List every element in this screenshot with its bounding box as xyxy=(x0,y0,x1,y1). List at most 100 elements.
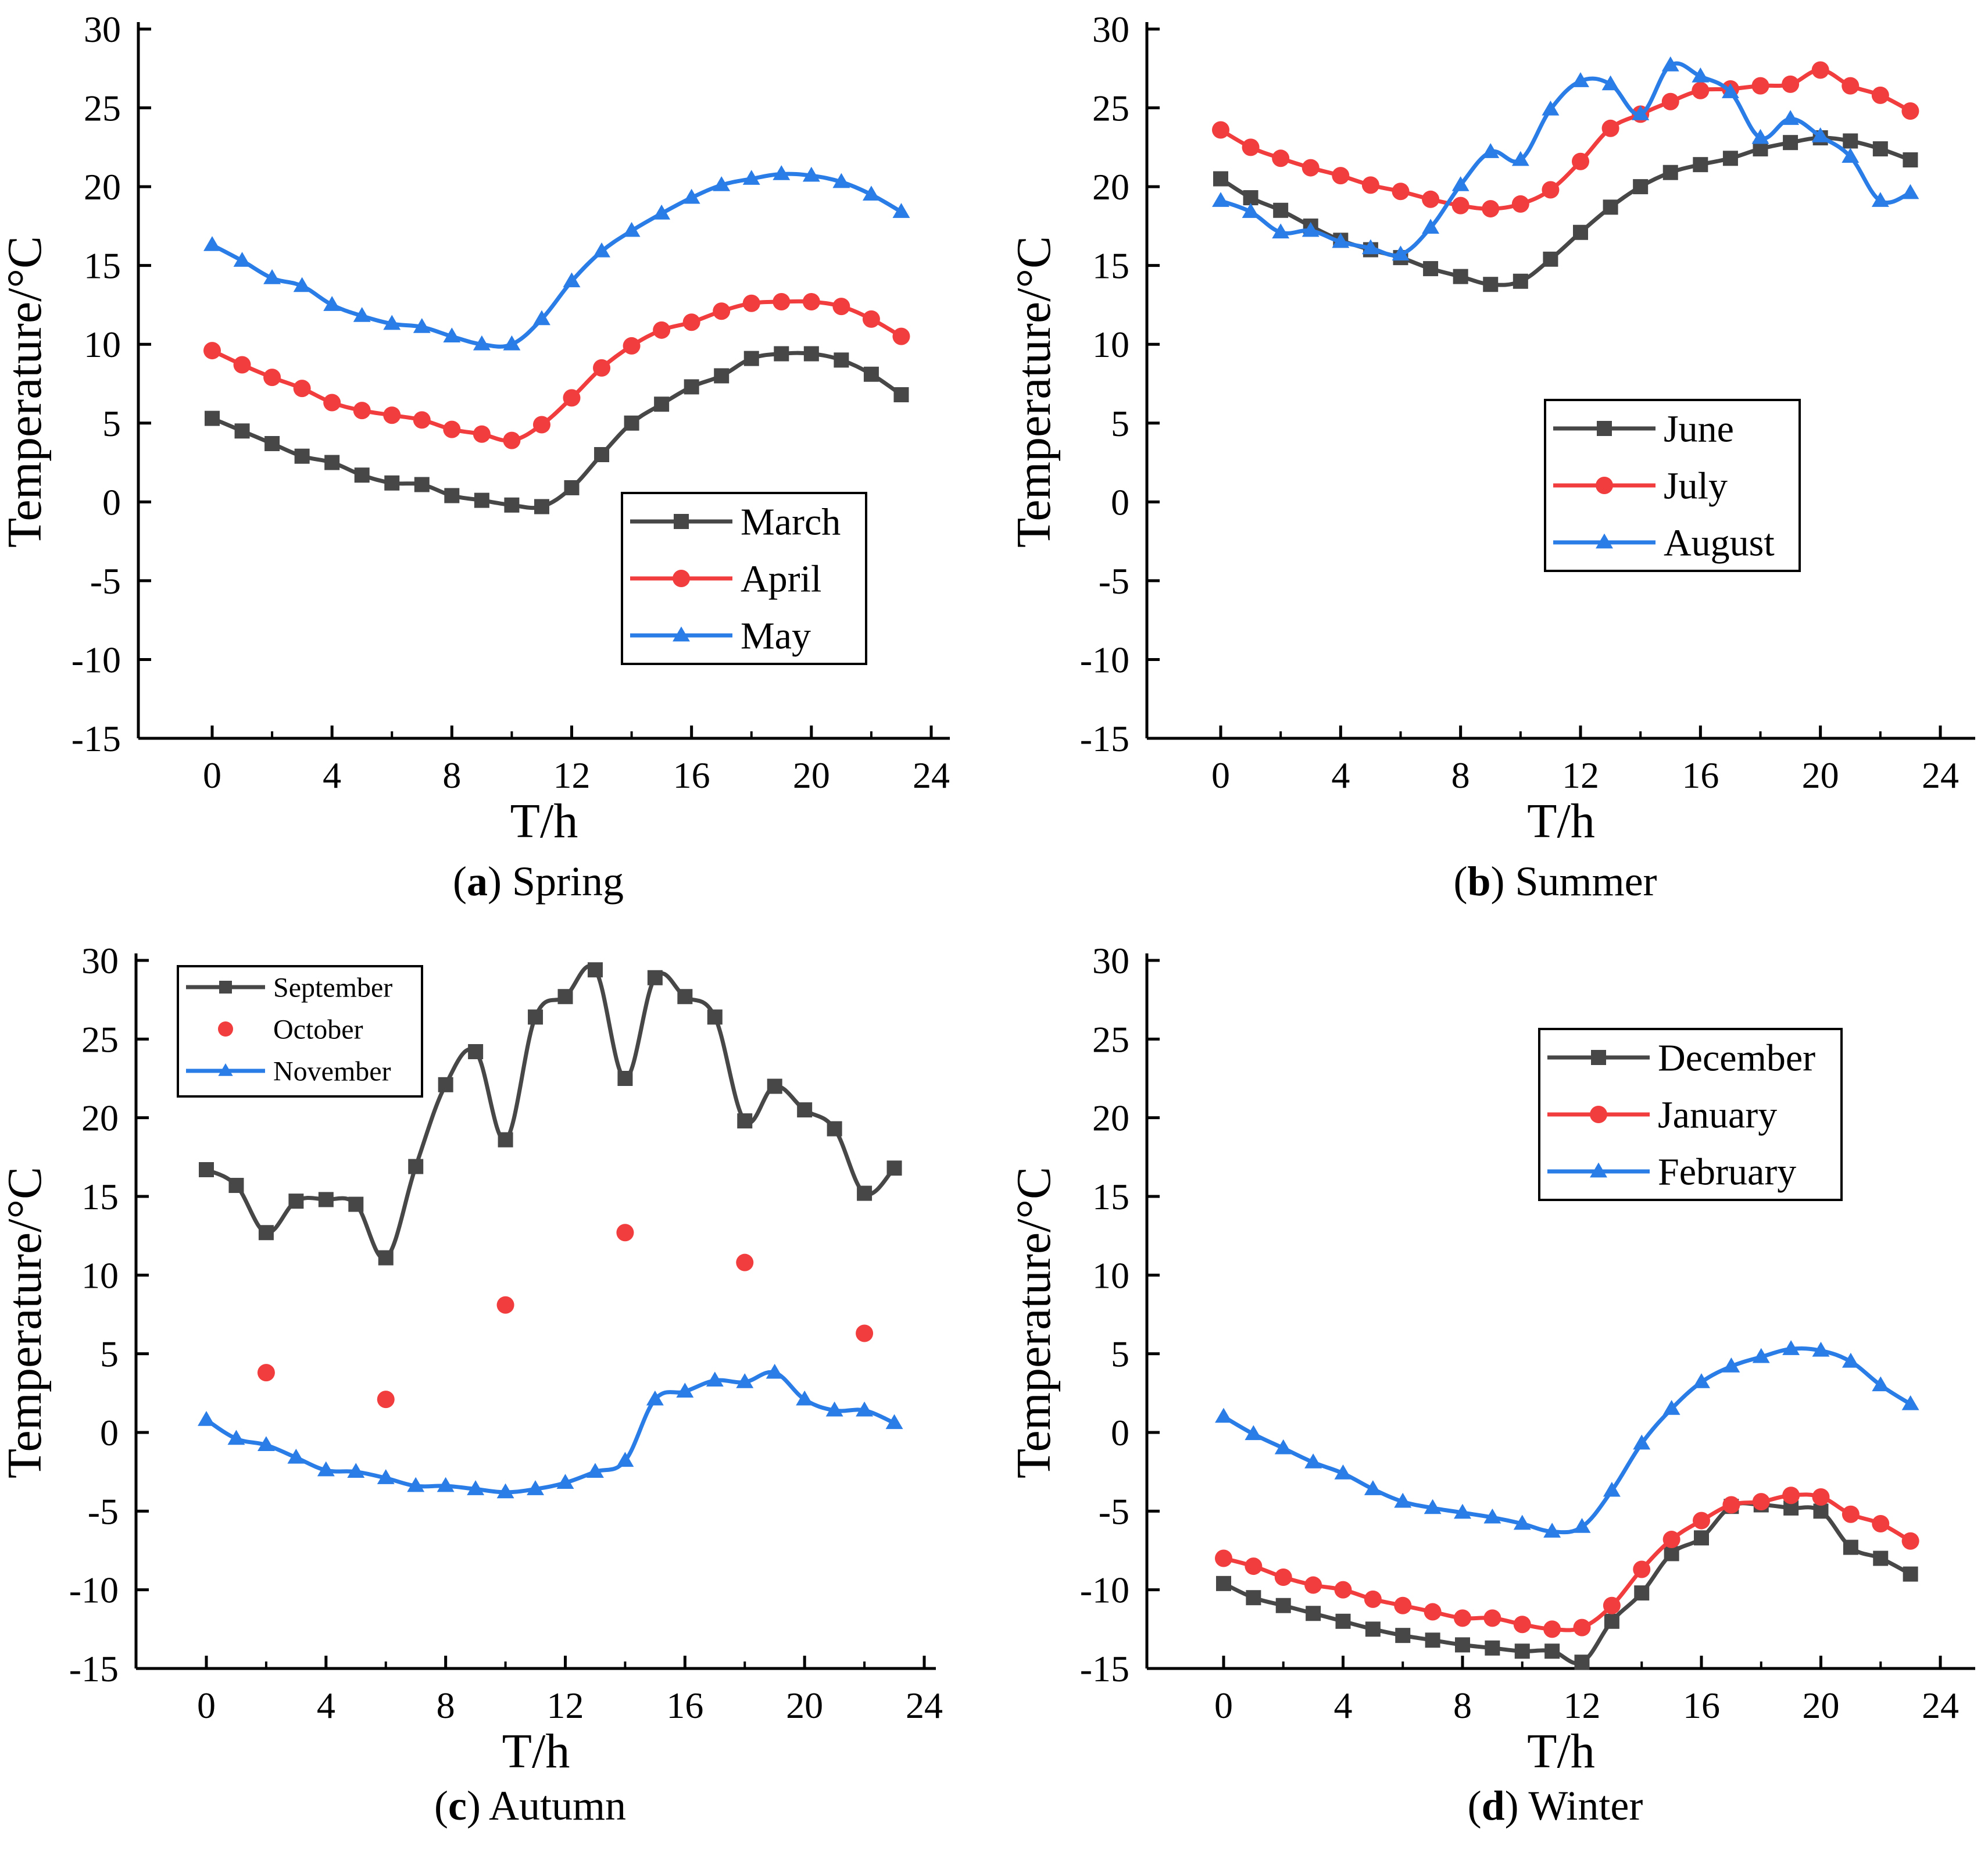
data-point-november xyxy=(766,1363,784,1379)
y-tick-label: -10 xyxy=(1080,1570,1129,1611)
data-point-january xyxy=(1215,1549,1232,1567)
data-point-may xyxy=(742,170,760,185)
data-point-august xyxy=(1542,100,1560,116)
data-point-june xyxy=(1783,135,1799,151)
data-point-january xyxy=(1633,1560,1651,1578)
data-point-september xyxy=(677,989,693,1005)
y-tick-label: -15 xyxy=(1080,718,1129,759)
y-tick-label: -10 xyxy=(69,1570,119,1611)
data-point-june xyxy=(1243,190,1258,206)
x-tick-label: 4 xyxy=(1331,755,1350,796)
data-point-june xyxy=(1633,179,1649,195)
data-point-august xyxy=(1871,192,1889,207)
data-point-may xyxy=(892,203,910,218)
data-point-august xyxy=(1511,151,1529,166)
y-tick-label: 15 xyxy=(1092,1176,1129,1217)
data-point-march xyxy=(743,351,759,366)
data-point-january xyxy=(1812,1488,1830,1506)
legend-label: November xyxy=(273,1056,391,1087)
data-point-march xyxy=(834,352,849,368)
data-point-june xyxy=(1453,269,1468,284)
data-point-october xyxy=(856,1324,874,1342)
data-point-july xyxy=(1811,61,1829,79)
data-point-august xyxy=(1692,67,1710,83)
panel-caption: (d) Winter xyxy=(1468,1782,1643,1829)
data-point-august xyxy=(1632,105,1650,120)
y-tick-label: 30 xyxy=(1092,940,1129,981)
data-point-february xyxy=(1842,1352,1860,1368)
data-point-september xyxy=(318,1192,334,1207)
y-tick-label: 30 xyxy=(1092,9,1129,50)
chart-panel-d: 30 25 20 15 10 5 0 -5 -10 -15 0 4 8 12 16 20 24 T/h Temper… xyxy=(1007,940,1975,1829)
legend-marker-october xyxy=(218,1021,233,1037)
data-point-march xyxy=(774,346,789,362)
data-point-september xyxy=(408,1159,424,1174)
data-point-january xyxy=(1603,1596,1621,1614)
data-point-april xyxy=(353,402,371,420)
legend: March April May xyxy=(621,492,867,665)
data-point-september xyxy=(737,1113,753,1129)
caption-open-paren: ( xyxy=(453,858,467,905)
data-point-january xyxy=(1872,1514,1890,1532)
data-point-april xyxy=(323,394,341,412)
legend: December January February xyxy=(1538,1028,1843,1201)
data-point-november xyxy=(885,1414,903,1430)
data-point-february xyxy=(1872,1376,1890,1392)
data-point-july xyxy=(1572,152,1589,170)
x-tick-label: 24 xyxy=(1922,755,1959,796)
data-point-november xyxy=(796,1390,814,1406)
data-point-july xyxy=(1482,200,1500,218)
y-tick-label: 10 xyxy=(84,324,121,365)
caption-letter: a xyxy=(467,858,488,905)
data-point-may xyxy=(623,221,641,237)
data-point-april xyxy=(653,321,671,339)
data-point-november xyxy=(616,1452,634,1467)
data-point-may xyxy=(503,335,521,351)
data-point-november xyxy=(377,1469,395,1484)
y-tick-label: 10 xyxy=(81,1255,119,1296)
data-point-november xyxy=(587,1463,604,1478)
data-point-february xyxy=(1752,1348,1770,1363)
data-point-january xyxy=(1782,1487,1800,1505)
data-point-april xyxy=(293,380,311,398)
data-point-august xyxy=(1361,239,1379,255)
data-point-july xyxy=(1242,138,1260,156)
data-point-november xyxy=(556,1474,574,1489)
data-point-october xyxy=(257,1364,275,1382)
data-point-march xyxy=(205,410,220,426)
caption-title: Winter xyxy=(1528,1782,1643,1829)
data-point-september xyxy=(886,1160,902,1176)
data-point-december xyxy=(1216,1575,1231,1591)
legend-label: March xyxy=(741,501,841,543)
y-tick-label: 20 xyxy=(84,166,121,208)
y-tick-label: 25 xyxy=(1092,88,1129,129)
data-point-december xyxy=(1514,1643,1530,1659)
data-point-july xyxy=(1871,86,1889,104)
data-point-june xyxy=(1903,152,1918,168)
data-point-may xyxy=(862,185,880,201)
data-point-november xyxy=(287,1448,305,1464)
y-tick-label: 25 xyxy=(81,1019,119,1060)
panel-caption: (b) Summer xyxy=(1454,858,1657,905)
data-point-may xyxy=(323,296,341,311)
data-point-january xyxy=(1364,1590,1382,1608)
legend-marker-march xyxy=(674,514,689,529)
data-point-december xyxy=(1903,1566,1918,1582)
data-point-april xyxy=(263,369,281,387)
data-point-july xyxy=(1601,119,1619,137)
data-point-june xyxy=(1483,277,1499,292)
legend-marker-february xyxy=(1590,1162,1607,1178)
data-point-august xyxy=(1721,83,1739,98)
data-point-may xyxy=(802,166,820,182)
y-tick-label: 15 xyxy=(84,245,121,287)
data-point-october xyxy=(377,1391,395,1409)
data-point-may xyxy=(593,242,610,258)
data-point-january xyxy=(1543,1620,1561,1638)
data-point-april xyxy=(742,294,760,312)
data-point-july xyxy=(1212,121,1229,139)
legend: June July August xyxy=(1544,399,1801,572)
data-point-april xyxy=(383,406,401,424)
data-point-june xyxy=(1423,261,1439,277)
y-tick-label: 15 xyxy=(81,1176,119,1217)
